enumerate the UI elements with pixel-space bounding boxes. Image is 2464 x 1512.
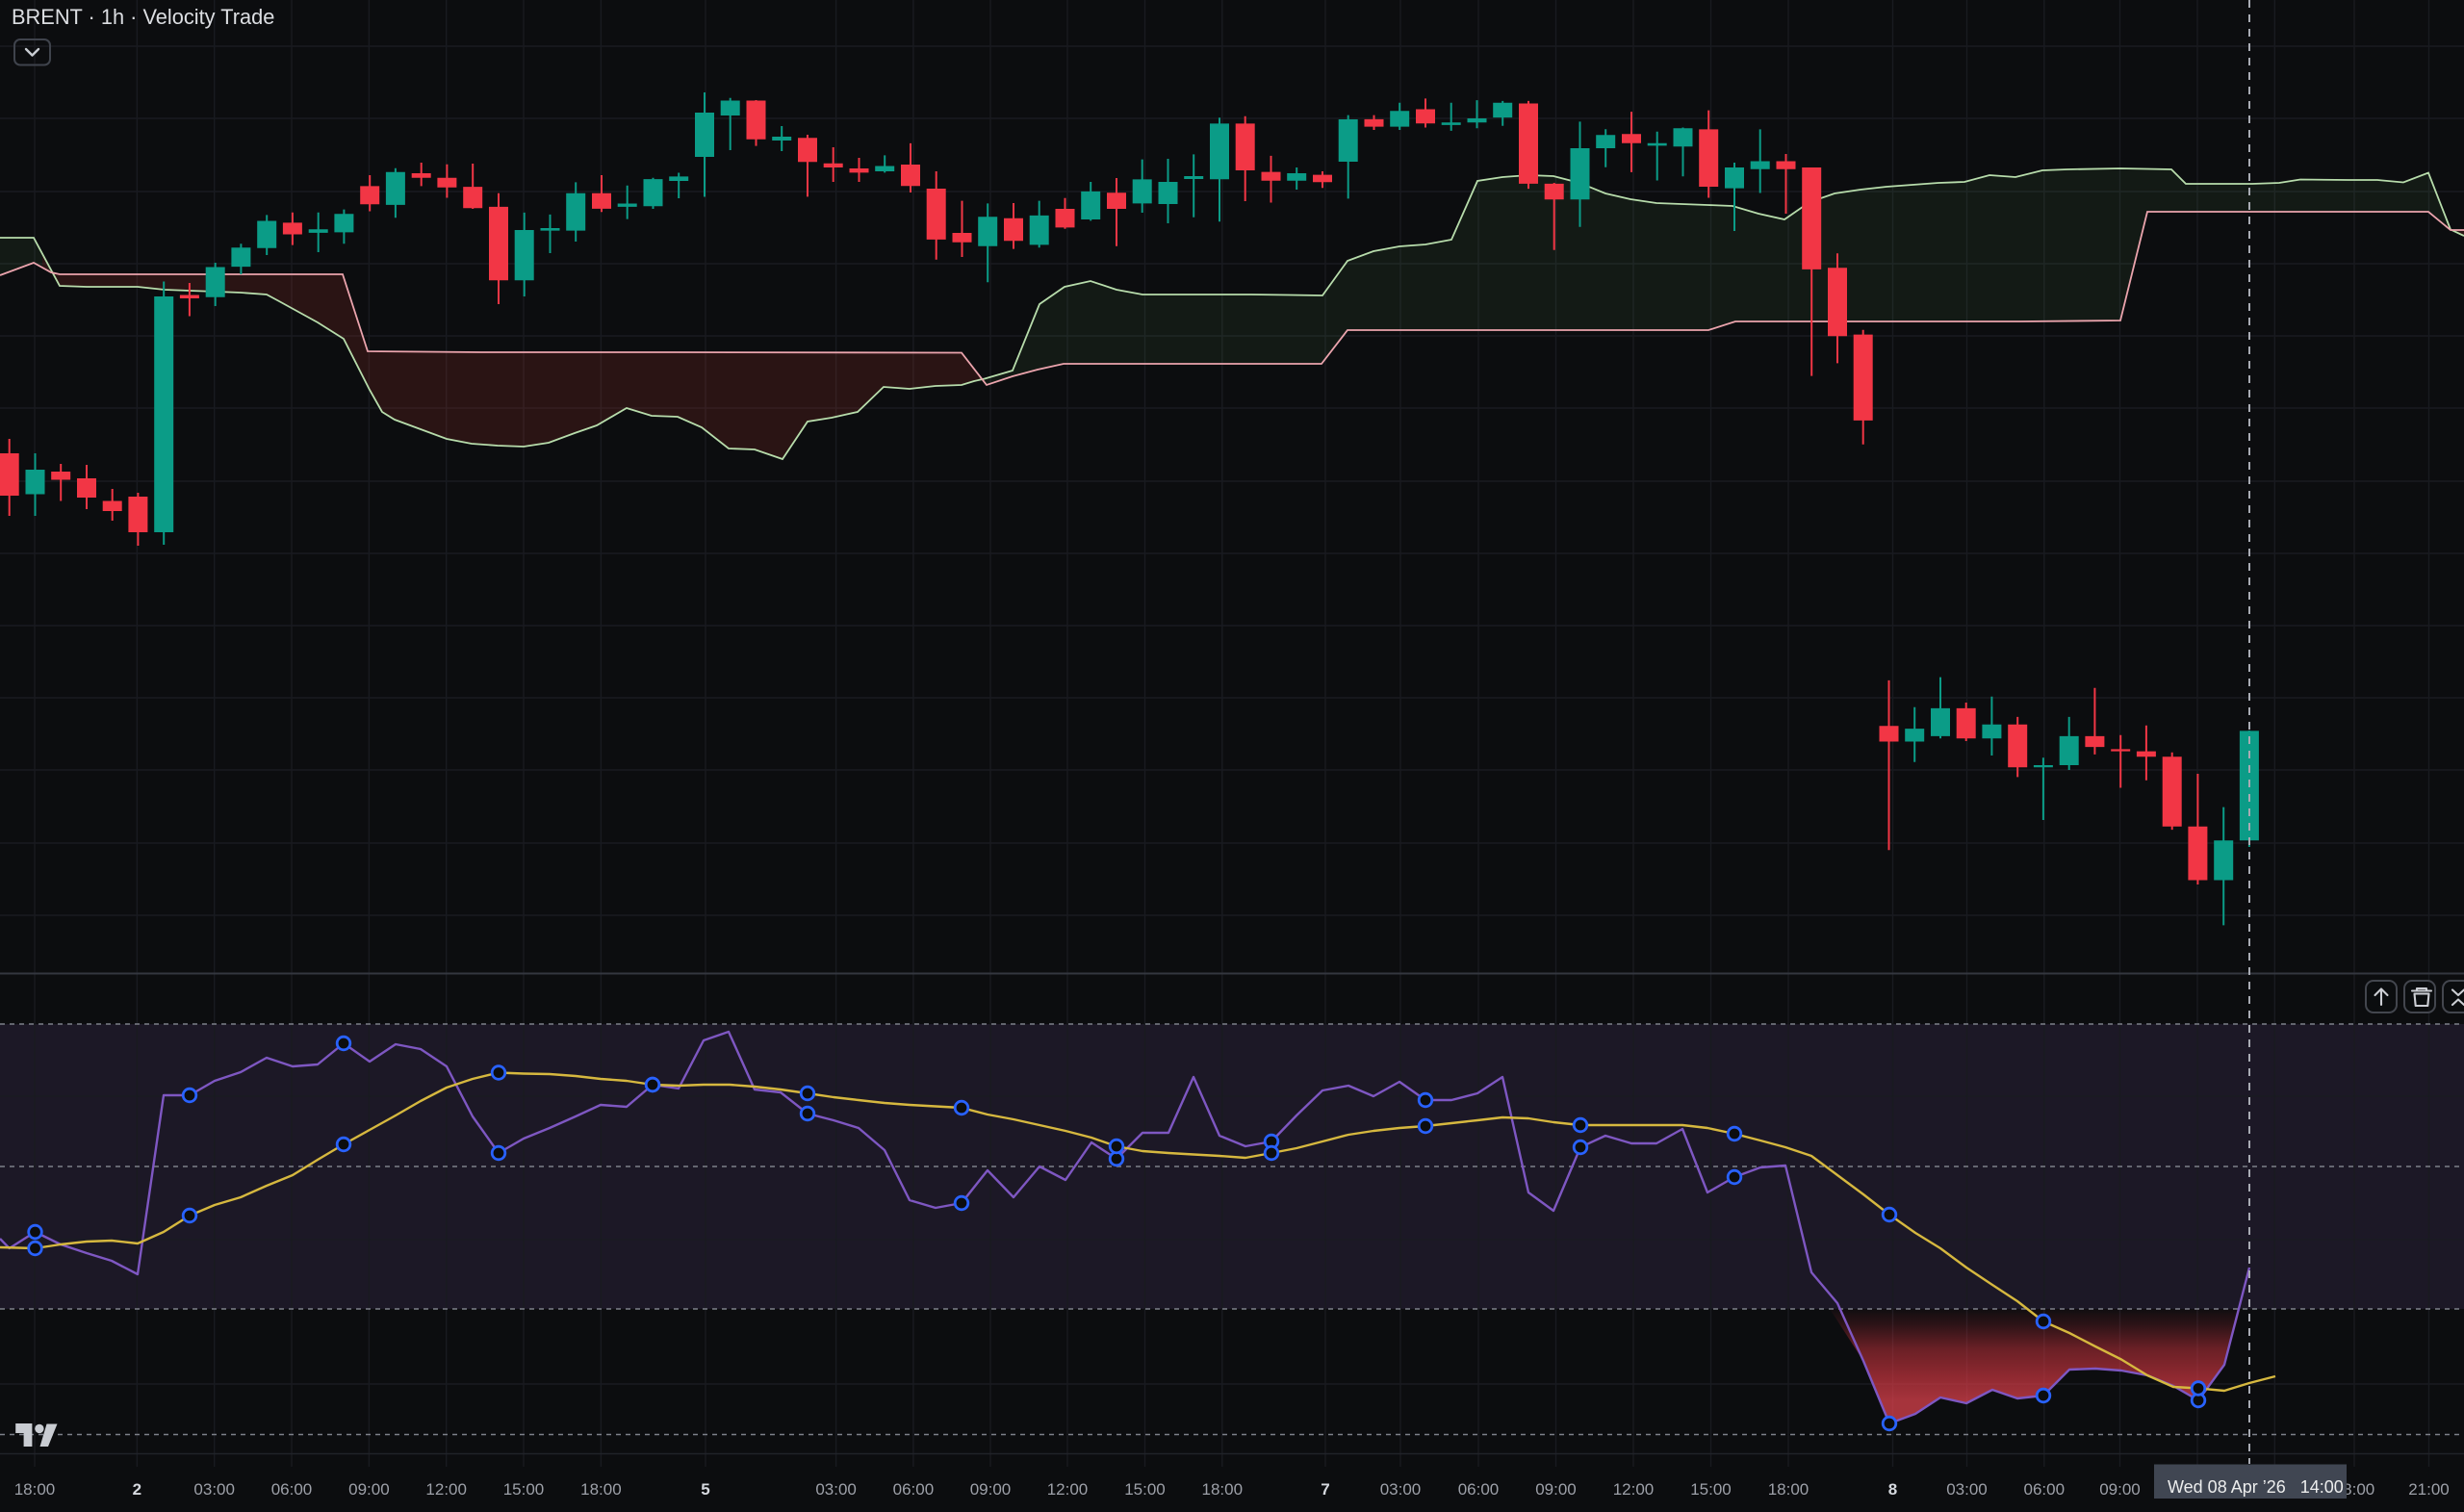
svg-text:15:00: 15:00: [1690, 1480, 1732, 1499]
svg-text:09:00: 09:00: [970, 1480, 1012, 1499]
svg-text:7: 7: [1321, 1480, 1329, 1499]
svg-text:06:00: 06:00: [2024, 1480, 2066, 1499]
svg-text:06:00: 06:00: [271, 1480, 313, 1499]
svg-text:03:00: 03:00: [1946, 1480, 1988, 1499]
svg-text:8: 8: [1888, 1480, 1897, 1499]
svg-text:12:00: 12:00: [1613, 1480, 1655, 1499]
svg-text:12:00: 12:00: [1047, 1480, 1089, 1499]
svg-text:18:00: 18:00: [580, 1480, 622, 1499]
svg-text:18:00: 18:00: [14, 1480, 56, 1499]
svg-text:2: 2: [133, 1480, 141, 1499]
svg-text:03:00: 03:00: [815, 1480, 857, 1499]
svg-text:12:00: 12:00: [425, 1480, 467, 1499]
svg-text:21:00: 21:00: [2408, 1480, 2450, 1499]
svg-text:BRENT · 1h · Velocity Trade: BRENT · 1h · Velocity Trade: [12, 5, 274, 29]
svg-text:18:00: 18:00: [1202, 1480, 1244, 1499]
svg-text:03:00: 03:00: [1380, 1480, 1422, 1499]
svg-text:09:00: 09:00: [2099, 1480, 2141, 1499]
svg-text:09:00: 09:00: [1535, 1480, 1577, 1499]
svg-text:5: 5: [701, 1480, 709, 1499]
svg-text:15:00: 15:00: [1124, 1480, 1166, 1499]
svg-text:03:00: 03:00: [193, 1480, 235, 1499]
svg-text:15:00: 15:00: [503, 1480, 545, 1499]
svg-text:09:00: 09:00: [348, 1480, 390, 1499]
svg-text:06:00: 06:00: [1458, 1480, 1500, 1499]
svg-text:18:00: 18:00: [1768, 1480, 1810, 1499]
svg-text:06:00: 06:00: [893, 1480, 935, 1499]
svg-text:Wed 08 Apr ’26 14:00: Wed 08 Apr ’26 14:00: [2168, 1477, 2344, 1497]
